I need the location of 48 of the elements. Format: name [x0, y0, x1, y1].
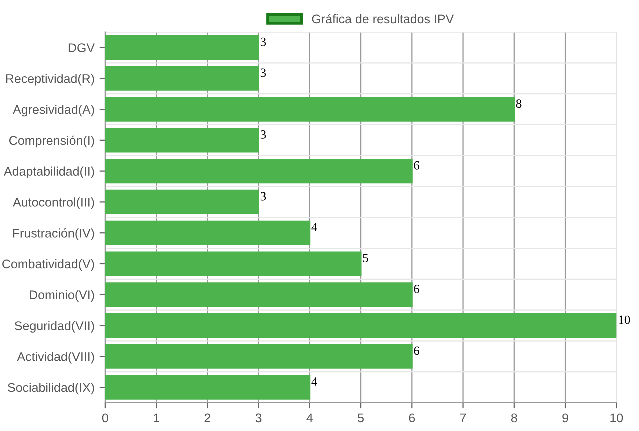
- y-tick-label: Comprensión(I): [10, 136, 94, 148]
- data-label: 6: [414, 161, 420, 170]
- bar: [105, 252, 362, 276]
- bar: [105, 282, 413, 308]
- data-label: 3: [260, 130, 266, 139]
- bar: [105, 35, 260, 60]
- data-label: 10: [619, 316, 630, 324]
- y-tick-label: Seguridad(VII): [14, 321, 94, 333]
- y-tick-label: Actividad(VIII): [17, 352, 94, 364]
- data-label: 6: [414, 284, 420, 294]
- bar: [105, 159, 413, 184]
- data-label: 4: [312, 378, 318, 386]
- bar: [105, 313, 617, 338]
- y-tick-label: Agresividad(A): [13, 105, 94, 117]
- x-tick-label: 2: [204, 414, 211, 422]
- data-label: 5: [363, 254, 368, 262]
- data-label: 6: [414, 346, 420, 356]
- x-tick-label: 10: [610, 414, 624, 423]
- y-tick-label: Sociabilidad(IX): [8, 383, 94, 395]
- y-tick-label: Autocontrol(III): [13, 198, 94, 210]
- bar: [105, 128, 260, 153]
- y-tick-label: Frustración(IV): [13, 228, 94, 240]
- data-label: 3: [260, 68, 266, 78]
- data-label: 4: [312, 223, 318, 232]
- x-tick-label: 7: [460, 414, 466, 422]
- x-tick-label: 8: [511, 414, 518, 423]
- y-tick-label: Combatividad(V): [2, 259, 94, 272]
- data-label: 3: [260, 192, 266, 201]
- data-label: 3: [260, 38, 266, 46]
- x-tick-label: 3: [256, 414, 262, 423]
- y-tick-label: DGV: [68, 44, 95, 52]
- y-tick-label: Receptividad(R): [6, 74, 94, 86]
- x-tick-label: 0: [102, 414, 108, 423]
- bar: [105, 375, 311, 400]
- legend-label: Gráfica de resultados IPV: [312, 14, 454, 24]
- bar: [105, 190, 260, 214]
- bar: [105, 97, 516, 122]
- y-tick-label: Dominio(VI): [30, 290, 94, 302]
- x-tick-label: 6: [409, 414, 416, 423]
- y-tick-label: Adaptabilidad(II): [4, 166, 94, 178]
- bar: [105, 66, 260, 91]
- data-label: 8: [516, 100, 522, 108]
- x-tick-label: 4: [306, 414, 314, 422]
- x-tick-label: 5: [358, 414, 364, 423]
- x-tick-label: 1: [154, 414, 160, 422]
- bar: [105, 220, 311, 246]
- bar: [105, 344, 413, 369]
- x-tick-label: 9: [562, 414, 568, 423]
